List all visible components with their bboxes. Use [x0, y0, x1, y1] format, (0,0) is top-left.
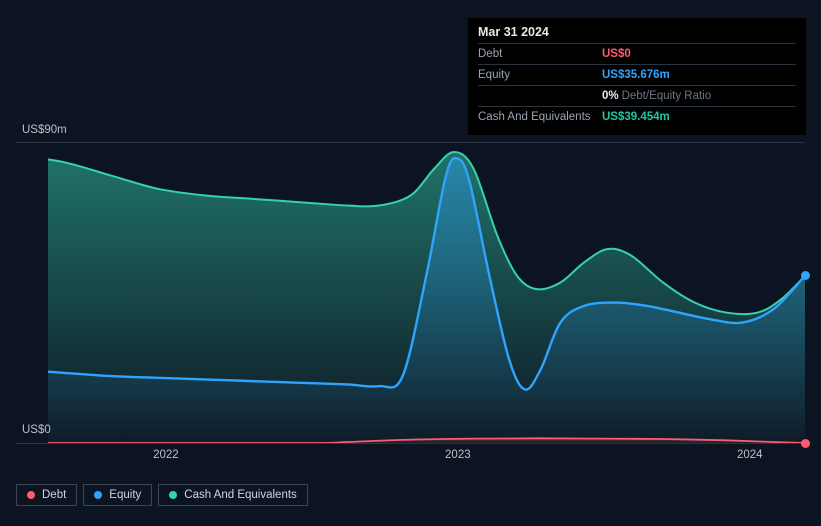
tooltip-row-suffix: Debt/Equity Ratio [622, 88, 712, 104]
tooltip-row-value: US$0 [602, 46, 631, 62]
tooltip-row-value: 0% [602, 88, 619, 104]
tooltip-row-label: Cash And Equivalents [478, 109, 602, 125]
tooltip-row: EquityUS$35.676m [478, 64, 796, 85]
tooltip-date: Mar 31 2024 [478, 25, 796, 39]
series-end-marker [801, 271, 810, 280]
gridline-bottom [16, 443, 805, 444]
y-axis-top-label: US$90m [22, 124, 67, 136]
x-axis-tick-label: 2023 [445, 449, 471, 461]
legend-item-label: Debt [42, 489, 66, 501]
tooltip-row-label [478, 88, 602, 104]
tooltip-row-value: US$39.454m [602, 109, 670, 125]
debt-legend-dot-icon [27, 491, 35, 499]
legend: Debt Equity Cash And Equivalents [16, 484, 308, 506]
chart-svg [16, 142, 805, 443]
cash-legend-dot-icon [169, 491, 177, 499]
series-end-marker [801, 439, 810, 448]
equity-legend-dot-icon [94, 491, 102, 499]
tooltip-row: Cash And EquivalentsUS$39.454m [478, 106, 796, 127]
legend-item-cash[interactable]: Cash And Equivalents [158, 484, 308, 506]
chart-container: { "tooltip": { "date": "Mar 31 2024", "r… [0, 0, 821, 526]
legend-item-debt[interactable]: Debt [16, 484, 77, 506]
legend-item-label: Equity [109, 489, 141, 501]
tooltip-row-label: Debt [478, 46, 602, 62]
legend-item-label: Cash And Equivalents [184, 489, 297, 501]
tooltip-box: Mar 31 2024 DebtUS$0EquityUS$35.676m0%De… [468, 18, 806, 135]
tooltip-row: DebtUS$0 [478, 43, 796, 64]
chart-plot-area[interactable] [16, 142, 805, 443]
tooltip-row: 0%Debt/Equity Ratio [478, 85, 796, 106]
tooltip-row-value: US$35.676m [602, 67, 670, 83]
tooltip-row-label: Equity [478, 67, 602, 83]
x-axis-tick-label: 2022 [153, 449, 179, 461]
legend-item-equity[interactable]: Equity [83, 484, 152, 506]
x-axis-tick-label: 2024 [737, 449, 763, 461]
